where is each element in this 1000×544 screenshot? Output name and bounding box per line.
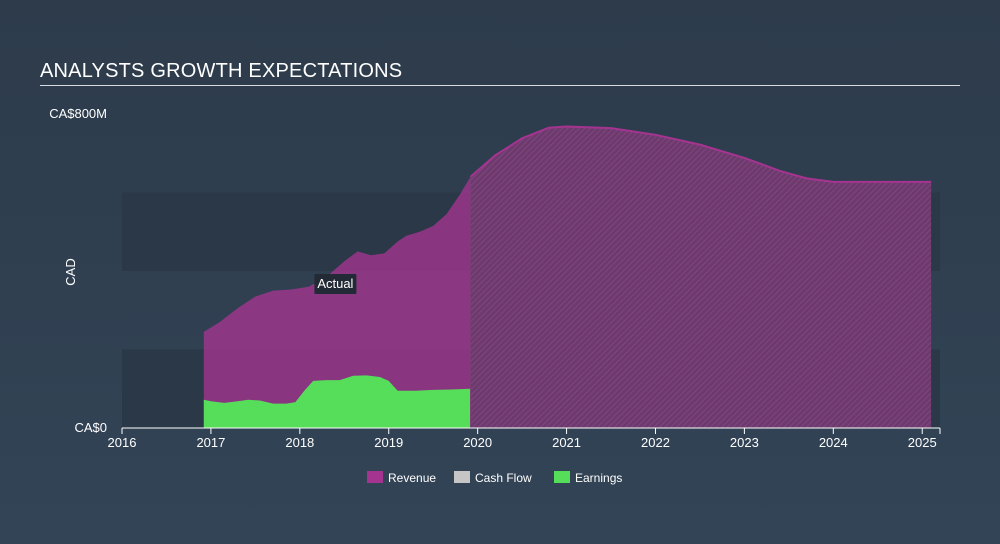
x-tick-label-2016: 2016: [108, 435, 137, 450]
axes: 2016 2017 2018 2019 2020 2021 2022 2023 2024 2025…: [49, 106, 941, 450]
legend-label-earnings: Earnings: [575, 471, 622, 485]
y-tick-label-top: CA$800M: [49, 106, 107, 121]
legend-label-cash-flow: Cash Flow: [475, 471, 532, 485]
y-axis-label: CAD: [63, 258, 78, 285]
earnings-area: [203, 375, 471, 428]
revenue-forecast-line: [469, 125, 932, 183]
chart-title: ANALYSTS GROWTH EXPECTATIONS: [40, 60, 403, 82]
x-tick-label-2023: 2023: [730, 435, 759, 450]
y-tick-label-bottom: CA$0: [74, 420, 107, 435]
legend-swatch-earnings: [554, 471, 570, 483]
series-areas: Actual: [203, 125, 932, 428]
legend-swatch-cash-flow: [454, 471, 470, 483]
legend: Revenue Cash Flow Earnings: [367, 471, 622, 485]
legend-swatch-revenue: [367, 471, 383, 483]
x-tick-label-2021: 2021: [552, 435, 581, 450]
x-tick-label-2019: 2019: [374, 435, 403, 450]
legend-label-revenue: Revenue: [388, 471, 436, 485]
revenue-actual-area: [203, 176, 471, 428]
actual-label-box: [314, 274, 357, 294]
x-tick-label-2017: 2017: [196, 435, 225, 450]
x-tick-label-2025: 2025: [908, 435, 937, 450]
x-tick-label-2018: 2018: [285, 435, 314, 450]
x-tick-label-2022: 2022: [641, 435, 670, 450]
actual-label: Actual: [317, 276, 353, 291]
revenue-forecast-area: [470, 126, 932, 428]
x-tick-label-2020: 2020: [463, 435, 492, 450]
title-divider: [40, 85, 960, 86]
x-tick-label-2024: 2024: [819, 435, 848, 450]
